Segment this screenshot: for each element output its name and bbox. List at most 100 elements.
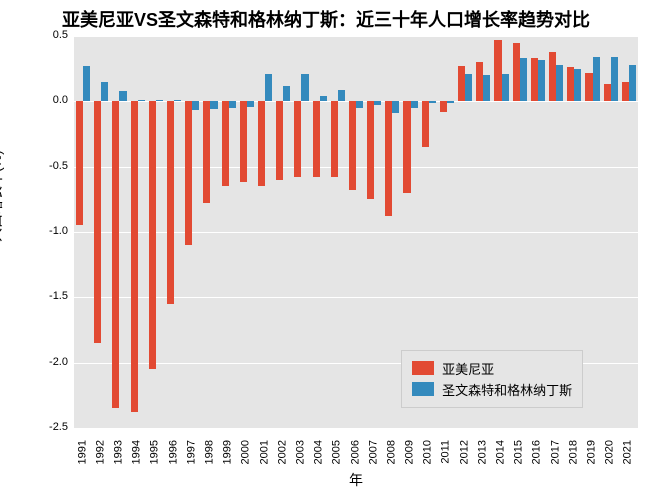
bar-a [222, 101, 229, 186]
x-tick-label: 2021 [622, 440, 634, 464]
chart-title: 亚美尼亚VS圣文森特和格林纳丁斯：近三十年人口增长率趋势对比 [0, 6, 652, 32]
bar-a [567, 67, 574, 101]
x-tick-label: 2007 [367, 440, 379, 464]
bar-a [185, 101, 192, 245]
bar-b [229, 101, 236, 108]
bar-b [138, 100, 145, 101]
x-tick-label: 1997 [185, 440, 197, 464]
x-tick-label: 1998 [203, 440, 215, 464]
bar-b [502, 74, 509, 101]
bar-a [403, 101, 410, 192]
x-tick-label: 2016 [531, 440, 543, 464]
x-tick-label: 2017 [549, 440, 561, 464]
x-tick-label: 1994 [131, 440, 143, 464]
bar-a [258, 101, 265, 186]
bar-b [392, 101, 399, 113]
x-tick-label: 2010 [422, 440, 434, 464]
gridline [74, 232, 638, 233]
bar-a [76, 101, 83, 225]
x-tick-label: 2004 [313, 440, 325, 464]
bar-a [276, 101, 283, 179]
bar-b [447, 101, 454, 102]
bar-a [422, 101, 429, 147]
bar-a [476, 62, 483, 101]
bar-b [210, 101, 217, 109]
bar-a [585, 73, 592, 102]
gridline [74, 36, 638, 37]
bar-a [531, 58, 538, 101]
bar-b [156, 100, 163, 101]
bar-b [520, 58, 527, 101]
bar-a [331, 101, 338, 177]
bar-a [240, 101, 247, 182]
x-tick-label: 1992 [94, 440, 106, 464]
x-tick-label: 2005 [331, 440, 343, 464]
bar-b [83, 66, 90, 101]
bar-b [119, 91, 126, 101]
bar-a [494, 40, 501, 101]
x-tick-label: 2003 [294, 440, 306, 464]
bar-b [192, 101, 199, 110]
bar-a [203, 101, 210, 203]
y-tick-label: 0.5 [53, 29, 68, 41]
bar-b [247, 101, 254, 106]
legend: 亚美尼亚圣文森特和格林纳丁斯 [401, 350, 583, 408]
y-tick-label: 0.0 [53, 94, 68, 106]
bar-b [483, 75, 490, 101]
x-tick-label: 2018 [567, 440, 579, 464]
y-tick-label: -1.0 [49, 225, 68, 237]
bar-b [338, 90, 345, 102]
gridline [74, 167, 638, 168]
y-tick-label: -0.5 [49, 160, 68, 172]
x-tick-label: 1995 [149, 440, 161, 464]
x-tick-label: 2008 [385, 440, 397, 464]
y-tick-label: -1.5 [49, 290, 68, 302]
legend-label-b: 圣文森特和格林纳丁斯 [442, 380, 572, 399]
legend-label-a: 亚美尼亚 [442, 359, 494, 378]
x-tick-label: 2000 [240, 440, 252, 464]
gridline [74, 428, 638, 429]
x-tick-label: 2011 [440, 440, 452, 464]
bar-a [458, 66, 465, 101]
bar-a [94, 101, 101, 343]
bar-b [265, 74, 272, 101]
bar-a [440, 101, 447, 111]
x-tick-label: 1999 [222, 440, 234, 464]
bar-b [429, 101, 436, 102]
bar-b [101, 82, 108, 102]
y-axis-label: 人口增长率(%) [0, 150, 6, 242]
x-axis-label: 年 [74, 470, 638, 490]
x-tick-label: 2015 [513, 440, 525, 464]
x-tick-label: 2001 [258, 440, 270, 464]
bar-b [593, 57, 600, 101]
bar-a [367, 101, 374, 199]
legend-item-b: 圣文森特和格林纳丁斯 [412, 380, 572, 399]
x-tick-label: 1993 [112, 440, 124, 464]
gridline [74, 297, 638, 298]
y-tick-label: -2.0 [49, 356, 68, 368]
bar-b [356, 101, 363, 108]
bar-b [629, 65, 636, 102]
x-tick-label: 2009 [404, 440, 416, 464]
legend-swatch-a [412, 361, 434, 375]
bar-a [167, 101, 174, 304]
bar-b [283, 86, 290, 102]
x-tick-label: 1991 [76, 440, 88, 464]
x-tick-label: 1996 [167, 440, 179, 464]
x-tick-label: 2013 [476, 440, 488, 464]
bar-b [301, 74, 308, 101]
bar-a [112, 101, 119, 408]
bar-a [513, 43, 520, 102]
bar-b [174, 100, 181, 101]
x-tick-label: 2014 [495, 440, 507, 464]
bar-b [538, 60, 545, 102]
bar-a [131, 101, 138, 412]
x-tick-label: 2006 [349, 440, 361, 464]
bar-a [349, 101, 356, 190]
legend-swatch-b [412, 382, 434, 396]
bar-b [411, 101, 418, 108]
bar-b [556, 65, 563, 102]
y-tick-label: -2.5 [49, 421, 68, 433]
bar-b [611, 57, 618, 101]
x-tick-label: 2019 [586, 440, 598, 464]
